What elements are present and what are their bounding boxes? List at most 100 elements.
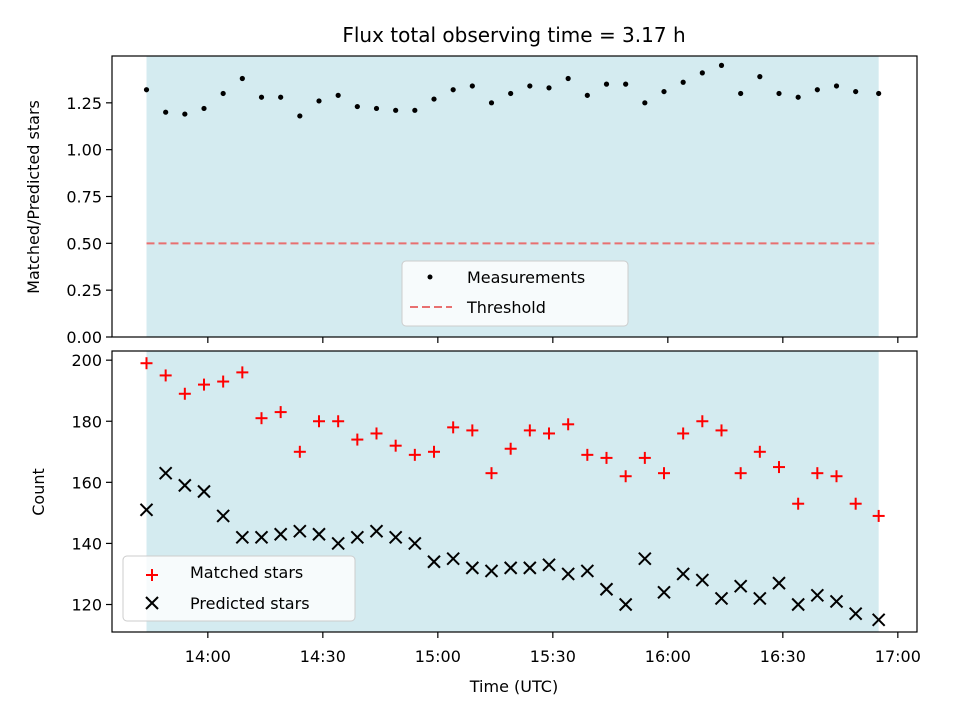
- predicted-star-point: [733, 579, 748, 593]
- legend-predicted-marker: [145, 596, 159, 610]
- predicted-star-point: [408, 536, 422, 551]
- predicted-star-point: [618, 597, 633, 612]
- matched-star-point: [658, 467, 670, 480]
- count-y-ticks: 120 140 160 180 200: [71, 351, 112, 615]
- ratio-y-ticks: 0.00 0.25 0.50 0.75 1.00 1.25: [66, 94, 112, 347]
- measurement-point: [393, 107, 399, 113]
- matched-star-point: [198, 378, 210, 391]
- measurement-point: [220, 90, 226, 97]
- measurement-point: [143, 87, 150, 93]
- matched-star-point: [734, 467, 747, 480]
- predicted-star-point: [273, 527, 288, 541]
- matched-star-point: [389, 439, 402, 452]
- measurement-point: [373, 105, 380, 112]
- matched-star-point: [255, 412, 268, 425]
- predicted-star-point: [369, 524, 384, 538]
- count-y-tick-label: 180: [71, 412, 102, 431]
- matched-star-point: [447, 421, 460, 434]
- predicted-star-point: [772, 576, 786, 590]
- matched-star-point: [872, 509, 885, 522]
- matched-star-point: [619, 470, 632, 483]
- matched-star-point: [753, 445, 766, 458]
- matched-star-point: [830, 470, 843, 483]
- measurement-point: [661, 88, 667, 95]
- predicted-star-point: [350, 530, 365, 545]
- count-panel: 120 140 160 180 200 14:00 14:30 15:00 15:30 16:0…: [29, 350, 921, 696]
- matched-star-point: [849, 497, 862, 510]
- count-x-ticks: 14:00 14:30 15:00 15:30 16:00 16:30 17:00: [185, 632, 921, 666]
- matched-star-point: [274, 406, 287, 419]
- count-legend: Matched stars Predicted stars: [122, 555, 356, 622]
- measurement-point: [508, 90, 514, 97]
- measurement-point: [412, 107, 418, 113]
- predicted-star-point: [657, 585, 671, 600]
- predicted-star-point: [753, 591, 767, 606]
- ratio-y-tick-label: 1.00: [66, 141, 102, 160]
- matched-star-point: [504, 442, 517, 455]
- predicted-star-point: [158, 466, 173, 480]
- measurement-point: [335, 92, 341, 98]
- matched-star-point: [466, 424, 479, 437]
- measurement-point: [354, 103, 360, 110]
- measurement-point: [699, 70, 705, 76]
- predicted-star-point: [542, 558, 556, 572]
- predicted-star-point: [561, 567, 575, 581]
- matched-star-point: [428, 445, 440, 458]
- measurement-point: [565, 75, 571, 82]
- ratio-x-ticks: [207, 337, 899, 343]
- matched-star-point: [370, 427, 383, 440]
- x-tick-label: 17:00: [875, 647, 921, 666]
- predicted-star-point: [312, 527, 326, 541]
- measurement-point: [182, 111, 188, 117]
- matched-star-point: [581, 448, 594, 461]
- ratio-legend: Measurements Threshold: [401, 260, 629, 327]
- measurement-point: [163, 109, 169, 115]
- matched-star-point: [715, 424, 728, 437]
- matched-star-point: [351, 433, 364, 446]
- measurement-points: [143, 62, 882, 119]
- count-y-axis-label: Count: [29, 468, 48, 516]
- predicted-star-point: [427, 555, 441, 569]
- measurement-point: [488, 100, 495, 106]
- x-tick-label: 15:30: [530, 647, 576, 666]
- x-axis-label: Time (UTC): [469, 677, 558, 696]
- measurement-point: [527, 83, 533, 89]
- legend-threshold-label: Threshold: [466, 298, 546, 317]
- measurement-point: [833, 83, 840, 89]
- matched-star-point: [773, 461, 785, 474]
- measurement-point: [316, 98, 322, 104]
- matched-star-point: [543, 427, 555, 440]
- predicted-star-point: [446, 551, 460, 566]
- measurement-point: [776, 90, 782, 97]
- measurement-point: [814, 87, 820, 93]
- predicted-star-point: [388, 530, 403, 545]
- legend-measurements-marker: [427, 274, 433, 280]
- x-tick-label: 15:00: [415, 647, 461, 666]
- ratio-y-tick-label: 0.00: [66, 328, 102, 347]
- matched-star-points: [140, 357, 885, 522]
- x-tick-label: 14:30: [300, 647, 346, 666]
- predicted-star-point: [599, 582, 614, 596]
- measurement-point: [795, 94, 801, 100]
- predicted-star-point: [331, 536, 345, 551]
- measurement-point: [450, 87, 456, 93]
- measurement-point: [876, 90, 882, 97]
- measurement-point: [278, 94, 284, 100]
- count-y-tick-label: 200: [71, 351, 102, 370]
- predicted-star-point: [139, 503, 154, 517]
- ratio-panel: 0.00 0.25 0.50 0.75 1.00 1.25 Matched/Predict…: [24, 55, 918, 347]
- predicted-star-point: [484, 564, 499, 578]
- predicted-star-points: [139, 466, 886, 627]
- count-legend-box: [122, 555, 356, 622]
- legend-measurements-label: Measurements: [467, 268, 585, 287]
- matched-star-point: [313, 415, 325, 428]
- predicted-star-point: [695, 573, 710, 587]
- measurement-point: [853, 88, 859, 95]
- matched-star-point: [159, 369, 172, 382]
- predicted-star-point: [810, 588, 825, 603]
- matched-star-point: [562, 418, 575, 431]
- matched-star-point: [485, 467, 498, 480]
- x-tick-label: 14:00: [185, 647, 231, 666]
- predicted-star-point: [676, 567, 690, 581]
